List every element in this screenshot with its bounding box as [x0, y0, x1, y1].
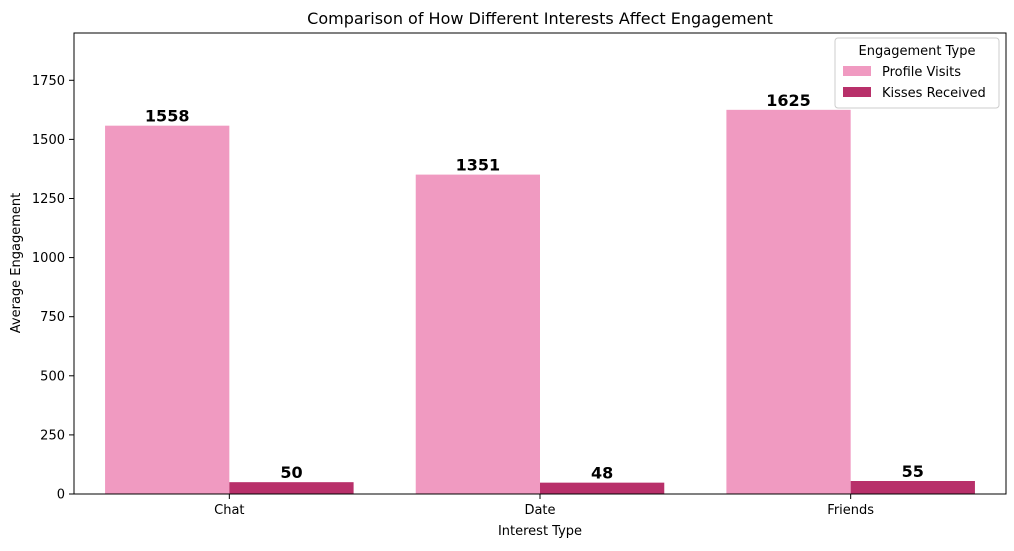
x-axis-label: Interest Type	[498, 524, 582, 539]
legend-title: Engagement Type	[859, 44, 976, 59]
y-tick-label: 1000	[32, 251, 65, 266]
legend-frame	[834, 37, 1000, 109]
legend-label-kisses-received: Kisses Received	[882, 86, 986, 101]
legend-swatch-profile-visits	[843, 66, 871, 76]
bar-profile-visits-friends	[726, 109, 851, 494]
x-axis: Chat Date Friends	[214, 494, 874, 518]
bar-profile-visits-date	[415, 174, 540, 495]
x-tick-label-date: Date	[524, 503, 555, 518]
y-axis-label: Average Engagement	[9, 193, 24, 333]
y-tick-label: 1500	[32, 133, 65, 148]
y-axis: 0 250 500 750 1000 1250 1500 1750	[32, 74, 74, 503]
y-tick-label: 500	[40, 369, 65, 384]
y-tick-label: 1750	[32, 74, 65, 89]
bars-layer	[105, 109, 975, 495]
data-label-profile-visits-friends: 1625	[766, 91, 811, 110]
bar-kisses-received-date	[540, 482, 665, 494]
data-label-profile-visits-chat: 1558	[145, 107, 190, 126]
y-tick-label: 250	[40, 428, 65, 443]
data-label-kisses-received-date: 48	[591, 464, 613, 483]
data-label-profile-visits-date: 1351	[456, 156, 501, 175]
bar-kisses-received-friends	[850, 481, 975, 494]
bar-kisses-received-chat	[229, 482, 354, 494]
x-tick-label-friends: Friends	[827, 503, 874, 518]
legend-label-profile-visits: Profile Visits	[882, 65, 961, 80]
legend-swatch-kisses-received	[843, 87, 871, 97]
x-tick-label-chat: Chat	[214, 503, 244, 518]
y-tick-label: 750	[40, 310, 65, 325]
data-labels-layer: 1558 1351 1625 50 48 55	[145, 91, 924, 483]
y-tick-label: 0	[57, 488, 65, 503]
chart-title: Comparison of How Different Interests Af…	[307, 9, 773, 28]
data-label-kisses-received-friends: 55	[902, 462, 924, 481]
bar-profile-visits-chat	[105, 125, 230, 495]
legend: Engagement Type Profile Visits Kisses Re…	[834, 37, 1000, 109]
data-label-kisses-received-chat: 50	[280, 463, 302, 482]
y-tick-label: 1250	[32, 192, 65, 207]
